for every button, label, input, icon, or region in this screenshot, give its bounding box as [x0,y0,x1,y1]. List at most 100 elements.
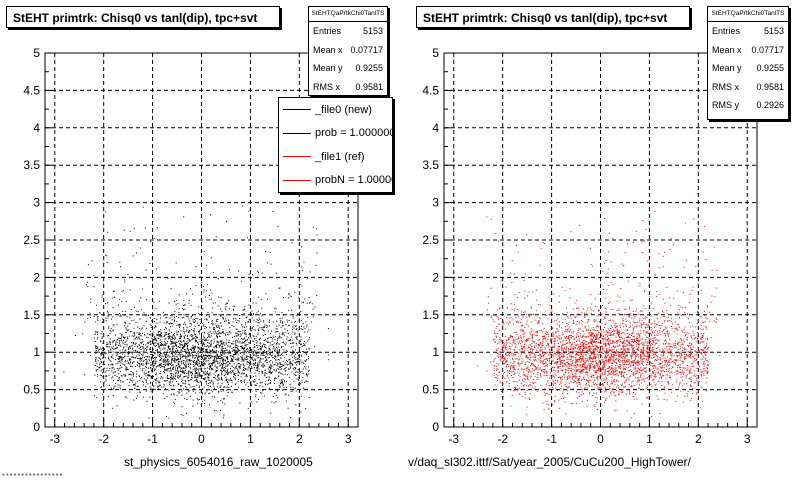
data-point [256,357,258,359]
data-point [282,374,284,376]
data-point [151,338,153,339]
data-point [192,347,194,349]
data-point [167,278,169,280]
data-point [194,347,196,349]
data-point [227,357,229,359]
data-point [150,376,152,378]
data-point [638,378,640,380]
data-point [105,380,107,382]
data-point [183,350,185,352]
data-point [254,338,255,340]
data-point [168,323,170,325]
data-point [139,332,141,334]
data-point [631,362,632,364]
data-point [293,369,295,371]
data-point [303,351,305,353]
data-point [212,362,214,364]
data-point [646,332,648,334]
data-point [520,340,522,342]
data-point [116,376,118,378]
data-point [284,364,286,366]
data-point [142,365,144,366]
data-point [590,294,592,296]
data-point [302,323,304,324]
data-point [270,372,272,373]
data-point [266,360,268,361]
data-point [299,350,301,352]
data-point [177,334,179,336]
data-point [591,376,593,378]
data-point [549,388,551,390]
data-point [576,366,578,368]
data-point [194,369,196,371]
data-point [499,329,500,331]
data-point [101,294,103,296]
data-point [524,332,526,334]
data-point [238,379,240,380]
data-point [690,368,692,370]
data-point [681,331,683,333]
data-point [257,399,259,400]
data-point [237,374,239,376]
data-point [208,334,210,336]
data-point [295,321,296,322]
data-point [581,344,583,346]
data-point [280,337,282,339]
data-point [108,326,110,328]
data-point [526,370,528,372]
data-point [638,314,640,316]
data-point [309,337,310,339]
data-point [607,383,609,385]
data-point [612,326,614,328]
data-point [179,325,181,327]
data-point [194,380,196,381]
data-point [282,346,284,348]
data-point [300,383,302,385]
data-point [298,358,300,360]
data-point [260,354,262,356]
data-point [126,360,128,362]
data-point [220,356,221,358]
data-point [298,376,300,378]
data-point [282,361,284,363]
data-point [124,364,126,366]
left-stats-label: Mean y [313,63,343,73]
data-point [590,362,592,364]
data-point [566,343,568,345]
data-point [189,371,191,373]
data-point [174,403,176,405]
data-point [178,317,180,318]
data-point [186,338,188,339]
data-point [201,384,202,386]
data-point [234,373,236,375]
data-point [212,328,214,330]
data-point [230,360,232,362]
data-point [228,334,230,336]
data-point [690,348,692,350]
data-point [672,360,674,362]
data-point [533,373,535,374]
data-point [191,352,192,354]
data-point [161,376,162,378]
data-point [500,357,502,359]
data-point [206,357,207,359]
data-point [224,320,226,322]
data-point [255,370,257,371]
data-point [104,364,105,365]
data-point [243,369,244,371]
data-point [294,333,296,335]
data-point [109,343,111,345]
data-point [576,397,578,399]
data-point [121,334,123,335]
data-point [189,358,191,360]
data-point [199,398,200,400]
data-point [639,335,641,336]
data-point [181,344,183,346]
data-point [307,340,309,342]
data-point [264,375,266,377]
data-point [121,375,123,377]
data-point [200,390,202,392]
data-point [165,344,167,346]
data-point [117,379,119,381]
data-point [198,382,200,383]
